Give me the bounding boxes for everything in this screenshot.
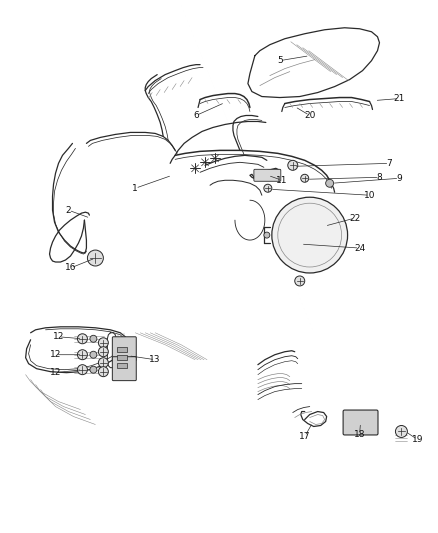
Circle shape — [78, 334, 88, 344]
Circle shape — [99, 358, 108, 368]
Text: 8: 8 — [377, 173, 382, 182]
Circle shape — [90, 366, 97, 373]
Circle shape — [288, 160, 298, 171]
Text: 10: 10 — [364, 191, 375, 200]
Bar — [117, 355, 127, 360]
Text: 20: 20 — [304, 111, 315, 120]
Circle shape — [326, 179, 334, 187]
Text: 22: 22 — [349, 214, 360, 223]
Text: 16: 16 — [65, 263, 76, 272]
Text: 11: 11 — [276, 176, 288, 185]
Circle shape — [99, 347, 108, 357]
Bar — [117, 362, 127, 368]
Text: 21: 21 — [394, 94, 405, 103]
Text: 9: 9 — [396, 174, 402, 183]
Circle shape — [78, 350, 88, 360]
Circle shape — [301, 174, 309, 182]
Text: 6: 6 — [193, 111, 199, 120]
FancyBboxPatch shape — [112, 337, 136, 361]
Circle shape — [272, 197, 348, 273]
Circle shape — [90, 351, 97, 358]
Circle shape — [78, 365, 88, 375]
Circle shape — [99, 338, 108, 348]
Circle shape — [264, 232, 270, 238]
Text: 12: 12 — [50, 350, 61, 359]
FancyBboxPatch shape — [343, 410, 378, 435]
Bar — [117, 347, 127, 352]
FancyBboxPatch shape — [112, 357, 136, 381]
Circle shape — [396, 425, 407, 438]
Text: 7: 7 — [387, 159, 392, 168]
Text: 13: 13 — [149, 355, 161, 364]
FancyBboxPatch shape — [254, 169, 281, 181]
Text: 12: 12 — [50, 368, 61, 377]
Circle shape — [295, 276, 305, 286]
Text: 5: 5 — [277, 56, 283, 65]
Text: 2: 2 — [66, 206, 71, 215]
Circle shape — [264, 184, 272, 192]
Circle shape — [90, 335, 97, 342]
Text: 1: 1 — [132, 184, 138, 193]
Circle shape — [88, 250, 103, 266]
Text: 24: 24 — [354, 244, 365, 253]
Text: 19: 19 — [412, 435, 423, 444]
Text: 17: 17 — [299, 432, 311, 441]
Text: 12: 12 — [53, 332, 64, 341]
Text: 18: 18 — [354, 430, 365, 439]
Circle shape — [99, 367, 108, 377]
